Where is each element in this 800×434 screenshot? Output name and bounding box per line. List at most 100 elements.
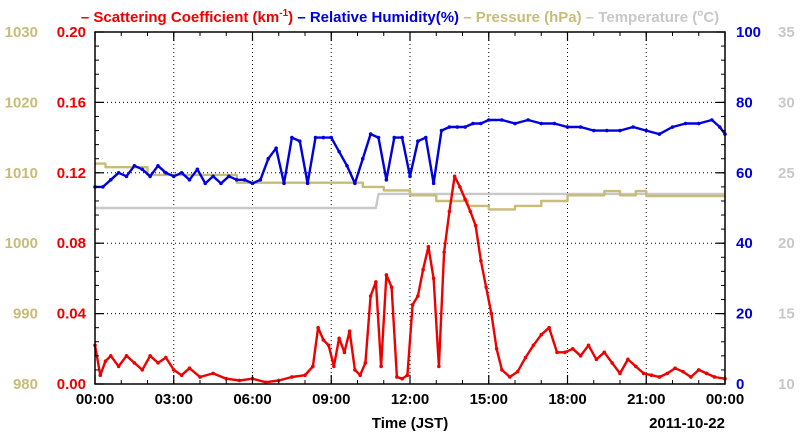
scattering-data-point: [132, 361, 137, 365]
humidity-data-point: [447, 125, 452, 129]
scattering-data-point: [108, 354, 113, 358]
legend-temperature-sup: o: [697, 8, 703, 19]
humidity-data-point: [392, 135, 397, 140]
humidity-data-point: [345, 163, 349, 168]
humidity-data-point: [108, 178, 113, 182]
humidity-data-point: [227, 174, 231, 179]
scattering-data-point: [156, 361, 160, 365]
scattering-data-point: [389, 285, 394, 290]
humidity-data-point: [148, 174, 152, 179]
scattering-data-point: [539, 332, 544, 337]
humidity-data-point: [500, 118, 504, 122]
humidity-data-point: [717, 125, 722, 129]
scattering-data-point: [696, 368, 701, 372]
scattering-data-point: [563, 350, 567, 355]
humidity-data-point: [526, 118, 530, 122]
scattering-data-point: [473, 223, 478, 228]
scattering-data-point: [665, 371, 670, 376]
humidity-data-point: [431, 181, 436, 186]
scattering-data-point: [494, 347, 499, 351]
scattering-data-point: [421, 267, 425, 272]
scattering-data-point: [633, 364, 638, 369]
scattering-data-point: [353, 368, 357, 372]
scattering-data-point: [400, 376, 404, 381]
scattering-data-point: [263, 380, 268, 385]
humidity-data-point: [696, 121, 701, 126]
humidity-data-point: [539, 121, 544, 126]
humidity-data-point: [683, 121, 688, 126]
scattering-data-point: [337, 336, 341, 341]
pressure-axis-tick-label: 1030: [5, 24, 38, 41]
humidity-data-point: [297, 139, 302, 143]
humidity-data-point: [360, 156, 365, 161]
temperature-series-line: [95, 192, 725, 210]
humidity-data-point: [384, 178, 389, 182]
scattering-data-point: [410, 303, 415, 307]
humidity-data-point: [211, 174, 215, 179]
scattering-data-point: [681, 369, 685, 374]
humidity-data-point: [321, 135, 326, 140]
scattering-data-point: [98, 373, 103, 378]
humidity-data-point: [101, 185, 105, 189]
scattering-data-point: [641, 371, 646, 376]
scattering-data-point: [237, 378, 242, 383]
humidity-data-point: [578, 125, 583, 129]
pressure-axis-tick-label: 1010: [5, 165, 38, 182]
scattering-axis-tick-label: 0.16: [57, 94, 86, 111]
scattering-data-point: [311, 364, 315, 369]
scattering-data-point: [531, 343, 536, 348]
humidity-axis-tick-label: 60: [736, 165, 753, 182]
temperature-axis-tick-label: 20: [778, 235, 795, 252]
scattering-data-point: [148, 354, 152, 358]
scattering-data-point: [673, 366, 677, 370]
humidity-data-point: [486, 118, 491, 122]
humidity-data-point: [670, 125, 675, 129]
legend-pressure-label: Pressure (hPa): [476, 9, 582, 26]
humidity-data-point: [124, 174, 129, 179]
x-tick-label: 00:00: [76, 391, 114, 408]
scattering-axis-tick-label: 0.20: [57, 24, 86, 41]
humidity-data-point: [710, 118, 714, 122]
scattering-data-point: [602, 350, 607, 355]
humidity-data-point: [266, 156, 271, 161]
scattering-data-point: [374, 280, 378, 284]
scattering-axis-tick-label: 0.08: [57, 235, 86, 252]
humidity-axis-tick-label: 0: [736, 376, 744, 393]
date-label: 2011-10-22: [649, 415, 725, 432]
humidity-axis-tick-label: 80: [736, 94, 753, 111]
scattering-axis-tick-label: 0.12: [57, 165, 86, 182]
humidity-axis-tick-label: 20: [736, 306, 753, 323]
humidity-data-point: [140, 167, 145, 172]
humidity-data-point: [313, 135, 318, 140]
humidity-data-point: [353, 181, 357, 186]
scattering-data-point: [437, 364, 441, 369]
scattering-data-point: [489, 311, 494, 316]
humidity-data-point: [203, 181, 208, 186]
scattering-data-point: [416, 294, 420, 298]
scattering-data-point: [547, 325, 551, 330]
humidity-data-point: [423, 135, 428, 140]
scattering-data-point: [358, 373, 362, 378]
humidity-data-point: [156, 163, 160, 168]
humidity-data-point: [282, 181, 286, 186]
scattering-data-point: [368, 294, 373, 298]
humidity-axis-tick-label: 40: [736, 235, 753, 252]
scattering-data-point: [326, 343, 331, 348]
pressure-axis-tick-label: 1000: [5, 235, 38, 252]
scattering-data-point: [704, 371, 709, 376]
scattering-axis-tick-label: 0.00: [57, 376, 86, 393]
chart-legend: – Scattering Coefficient (km-1) – Relati…: [81, 8, 719, 26]
temperature-axis-tick-label: 25: [778, 165, 795, 182]
humidity-data-point: [400, 135, 404, 140]
scattering-data-point: [555, 350, 559, 355]
legend-temperature-tail: C): [703, 9, 719, 26]
scattering-data-point: [290, 375, 294, 379]
scattering-data-point: [649, 373, 654, 378]
legend-humidity-label: Relative Humidity(%): [310, 9, 459, 26]
humidity-data-point: [439, 128, 444, 133]
pressure-axis-tick-label: 990: [13, 306, 38, 323]
humidity-data-point: [187, 178, 192, 182]
series-layer: [93, 118, 727, 385]
scattering-data-point: [626, 357, 630, 362]
humidity-data-point: [234, 178, 239, 182]
